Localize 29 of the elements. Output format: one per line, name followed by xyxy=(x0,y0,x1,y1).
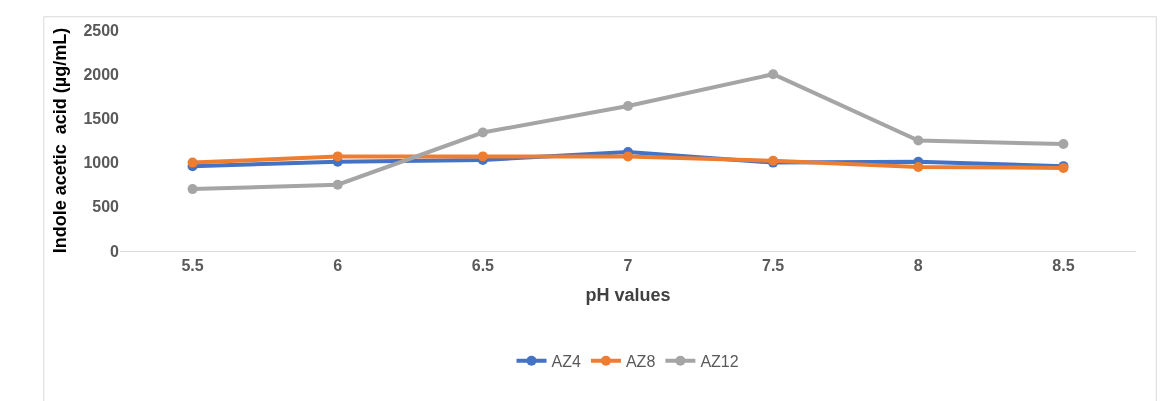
x-tick-label: 7 xyxy=(623,257,633,275)
y-axis-title: Indole acetic acid (µg/mL) xyxy=(49,27,70,254)
point xyxy=(187,157,198,168)
y-tick-label: 2000 xyxy=(83,65,120,83)
point xyxy=(913,135,924,146)
x-tick-label: 6 xyxy=(333,257,343,275)
x-tick-label: 7.5 xyxy=(762,257,785,275)
y-tick-label: 1500 xyxy=(83,110,120,127)
point xyxy=(913,162,924,173)
legend-label: AZ4 xyxy=(551,352,581,370)
y-tick-label: 2500 xyxy=(83,21,120,39)
x-tick-label: 5.5 xyxy=(181,257,204,275)
y-tick-label: 1000 xyxy=(83,154,120,172)
legend-label: AZ12 xyxy=(700,352,739,370)
point xyxy=(1058,139,1069,150)
y-tick-label: 0 xyxy=(110,242,120,260)
point xyxy=(768,69,779,80)
point xyxy=(332,151,343,162)
x-tick-label: 6.5 xyxy=(471,257,495,275)
y-tick-label: 500 xyxy=(92,198,120,216)
point xyxy=(623,101,633,112)
x-tick-label: 8 xyxy=(913,257,923,275)
point xyxy=(477,127,488,138)
point xyxy=(187,184,198,195)
point xyxy=(623,151,633,162)
legend-label: AZ8 xyxy=(625,352,656,370)
x-tick-label: 8.5 xyxy=(1052,257,1075,275)
point xyxy=(332,179,343,190)
x-axis-title: pH values xyxy=(585,285,671,306)
